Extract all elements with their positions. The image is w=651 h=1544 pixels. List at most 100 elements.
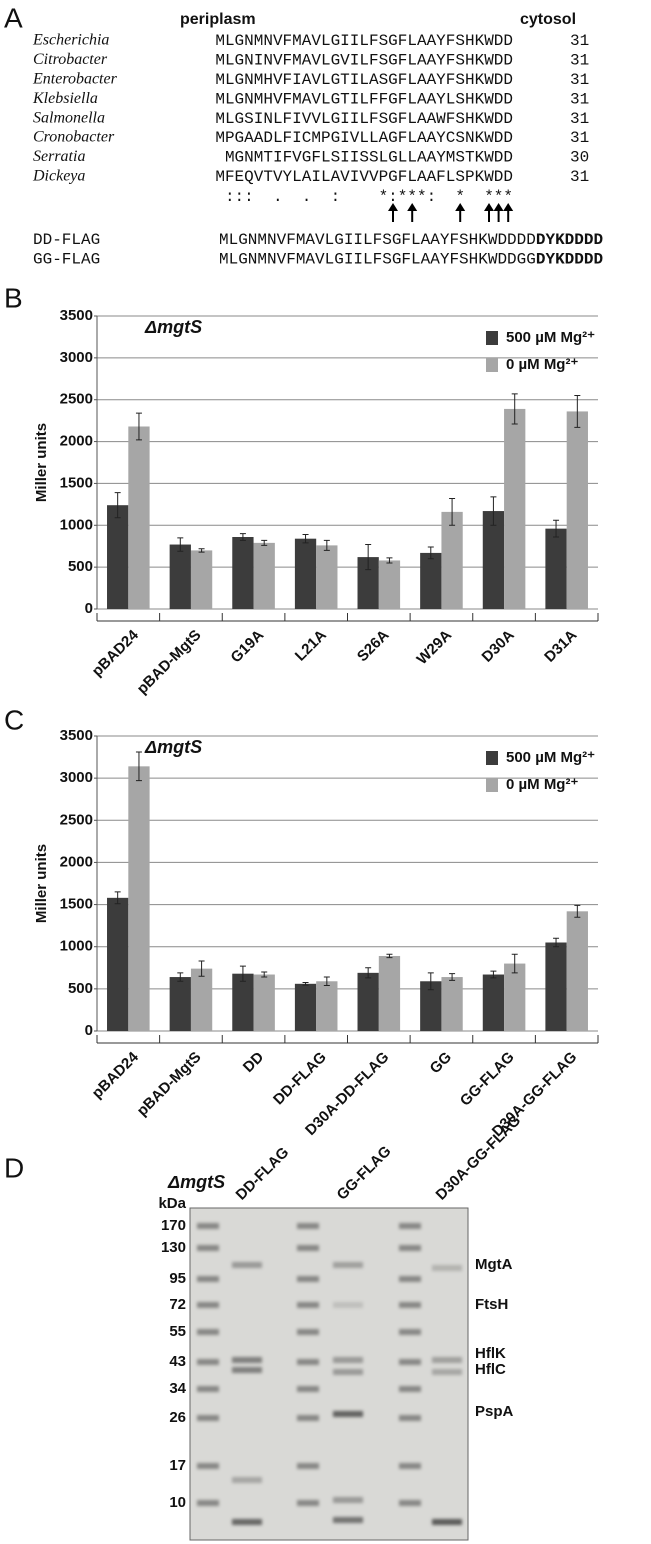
bar: [316, 981, 338, 1031]
marker-band: [197, 1386, 219, 1392]
sample-band: [333, 1497, 363, 1503]
error-bar: [490, 496, 497, 526]
error-bar: [427, 546, 434, 560]
protein-label: MgtA: [475, 1256, 513, 1273]
marker-band: [297, 1415, 319, 1421]
construct-name: DD-FLAG: [33, 231, 100, 249]
marker-band: [197, 1302, 219, 1308]
marker-label: 43: [169, 1353, 186, 1370]
x-tick-label: GG: [427, 1049, 456, 1078]
y-tick-label: 3500: [60, 307, 93, 324]
bar: [190, 968, 213, 1031]
bar: [420, 552, 442, 609]
y-tick-label: 2500: [60, 811, 93, 828]
y-tick-label: 500: [68, 558, 93, 575]
bar: [378, 955, 401, 1031]
protein-label: FtsH: [475, 1296, 508, 1313]
error-bar: [574, 395, 581, 428]
sequence: MPGAADLFICMPGIVLLAGFLAAYCSNKWDD: [215, 129, 513, 147]
marker-label: 26: [169, 1409, 186, 1426]
error-bar: [553, 519, 560, 538]
organism: Cronobacter: [33, 129, 115, 146]
marker-band: [297, 1329, 319, 1335]
error-bar: [323, 976, 330, 986]
marker-band: [399, 1463, 421, 1469]
gel-title: ΔmgtS: [167, 1172, 225, 1192]
error-bar: [386, 953, 393, 959]
x-tick-label: pBAD-MgtS: [134, 627, 205, 698]
organism: Enterobacter: [32, 70, 118, 87]
marker-band: [399, 1415, 421, 1421]
marker-band: [297, 1302, 319, 1308]
length: 31: [570, 110, 589, 128]
error-bar: [114, 492, 121, 519]
legend-swatch: [486, 331, 498, 345]
sequence: MLGNMNVFMAVLGIILFSGFLAAYFSHKWDDDD: [219, 231, 536, 249]
x-tick-label: pBAD24: [89, 1048, 143, 1102]
error-bar: [511, 953, 518, 974]
marker-band: [197, 1329, 219, 1335]
marker-band: [197, 1245, 219, 1251]
bar: [253, 974, 275, 1031]
error-bar: [239, 533, 246, 541]
bar: [169, 544, 191, 609]
marker-band: [399, 1359, 421, 1365]
y-axis-label: Miller units: [33, 844, 50, 923]
bar: [253, 542, 275, 609]
sequence: MLGNMNVFMAVLGIILFSGFLAAYFSHKWDD: [215, 32, 513, 50]
x-tick-label: L21A: [292, 627, 330, 665]
marker-band: [197, 1223, 219, 1229]
arrow-head: [388, 203, 398, 211]
bar: [482, 974, 505, 1031]
error-bar: [365, 544, 372, 571]
organism: Salmonella: [33, 109, 105, 126]
length: 31: [570, 90, 589, 108]
y-tick-label: 3000: [60, 769, 93, 786]
conservation-line: ::: . . : *:***: * ***: [196, 188, 513, 206]
x-tick-label: G19A: [227, 626, 267, 666]
gel: [189, 1207, 469, 1541]
marker-label: 17: [169, 1457, 186, 1474]
sample-band: [432, 1265, 462, 1271]
sample-band: [232, 1357, 262, 1363]
bar: [545, 942, 567, 1031]
sample-band: [432, 1369, 462, 1375]
error-bar: [365, 967, 372, 979]
sample-band: [232, 1477, 262, 1483]
error-bar: [323, 539, 330, 551]
error-bar: [135, 412, 142, 441]
sample-band: [432, 1357, 462, 1363]
error-bar: [574, 904, 581, 918]
y-tick-label: 0: [85, 1022, 93, 1039]
marker-band: [399, 1500, 421, 1506]
marker-band: [399, 1223, 421, 1229]
y-tick-label: 3500: [60, 727, 93, 744]
length: 31: [570, 32, 589, 50]
error-bar: [177, 972, 184, 982]
construct-sequence: MLGNMNVFMAVLGIILFSGFLAAYFSHKWDDDDDYKDDDD: [219, 231, 603, 249]
error-bar: [427, 972, 434, 991]
length: 30: [570, 149, 589, 167]
gel-bands: [197, 1223, 462, 1525]
lane-label: DD-FLAG: [233, 1144, 293, 1204]
sequence: MLGNMHVFMAVLGTILFFGFLAAYLSHKWDD: [215, 90, 513, 108]
bar: [107, 505, 129, 609]
x-tick-label: W29A: [414, 627, 456, 669]
arrows: [388, 203, 514, 222]
marker-band: [399, 1276, 421, 1282]
bar: [232, 973, 254, 1031]
marker-band: [197, 1415, 219, 1421]
error-bar: [239, 965, 246, 982]
marker-band: [297, 1223, 319, 1229]
marker-band: [297, 1276, 319, 1282]
sample-band: [333, 1262, 363, 1268]
sequence: MLGNMNVFMAVLGIILFSGFLAAYFSHKWDDGG: [219, 251, 536, 269]
marker-label: 10: [169, 1494, 186, 1511]
y-tick-label: 1000: [60, 938, 93, 955]
error-bar: [449, 497, 456, 526]
sequence: MGNMTIFVGFLSIISSLGLLAAYMSTKWDD: [225, 149, 513, 167]
marker-band: [197, 1359, 219, 1365]
y-tick-label: 1500: [60, 474, 93, 491]
